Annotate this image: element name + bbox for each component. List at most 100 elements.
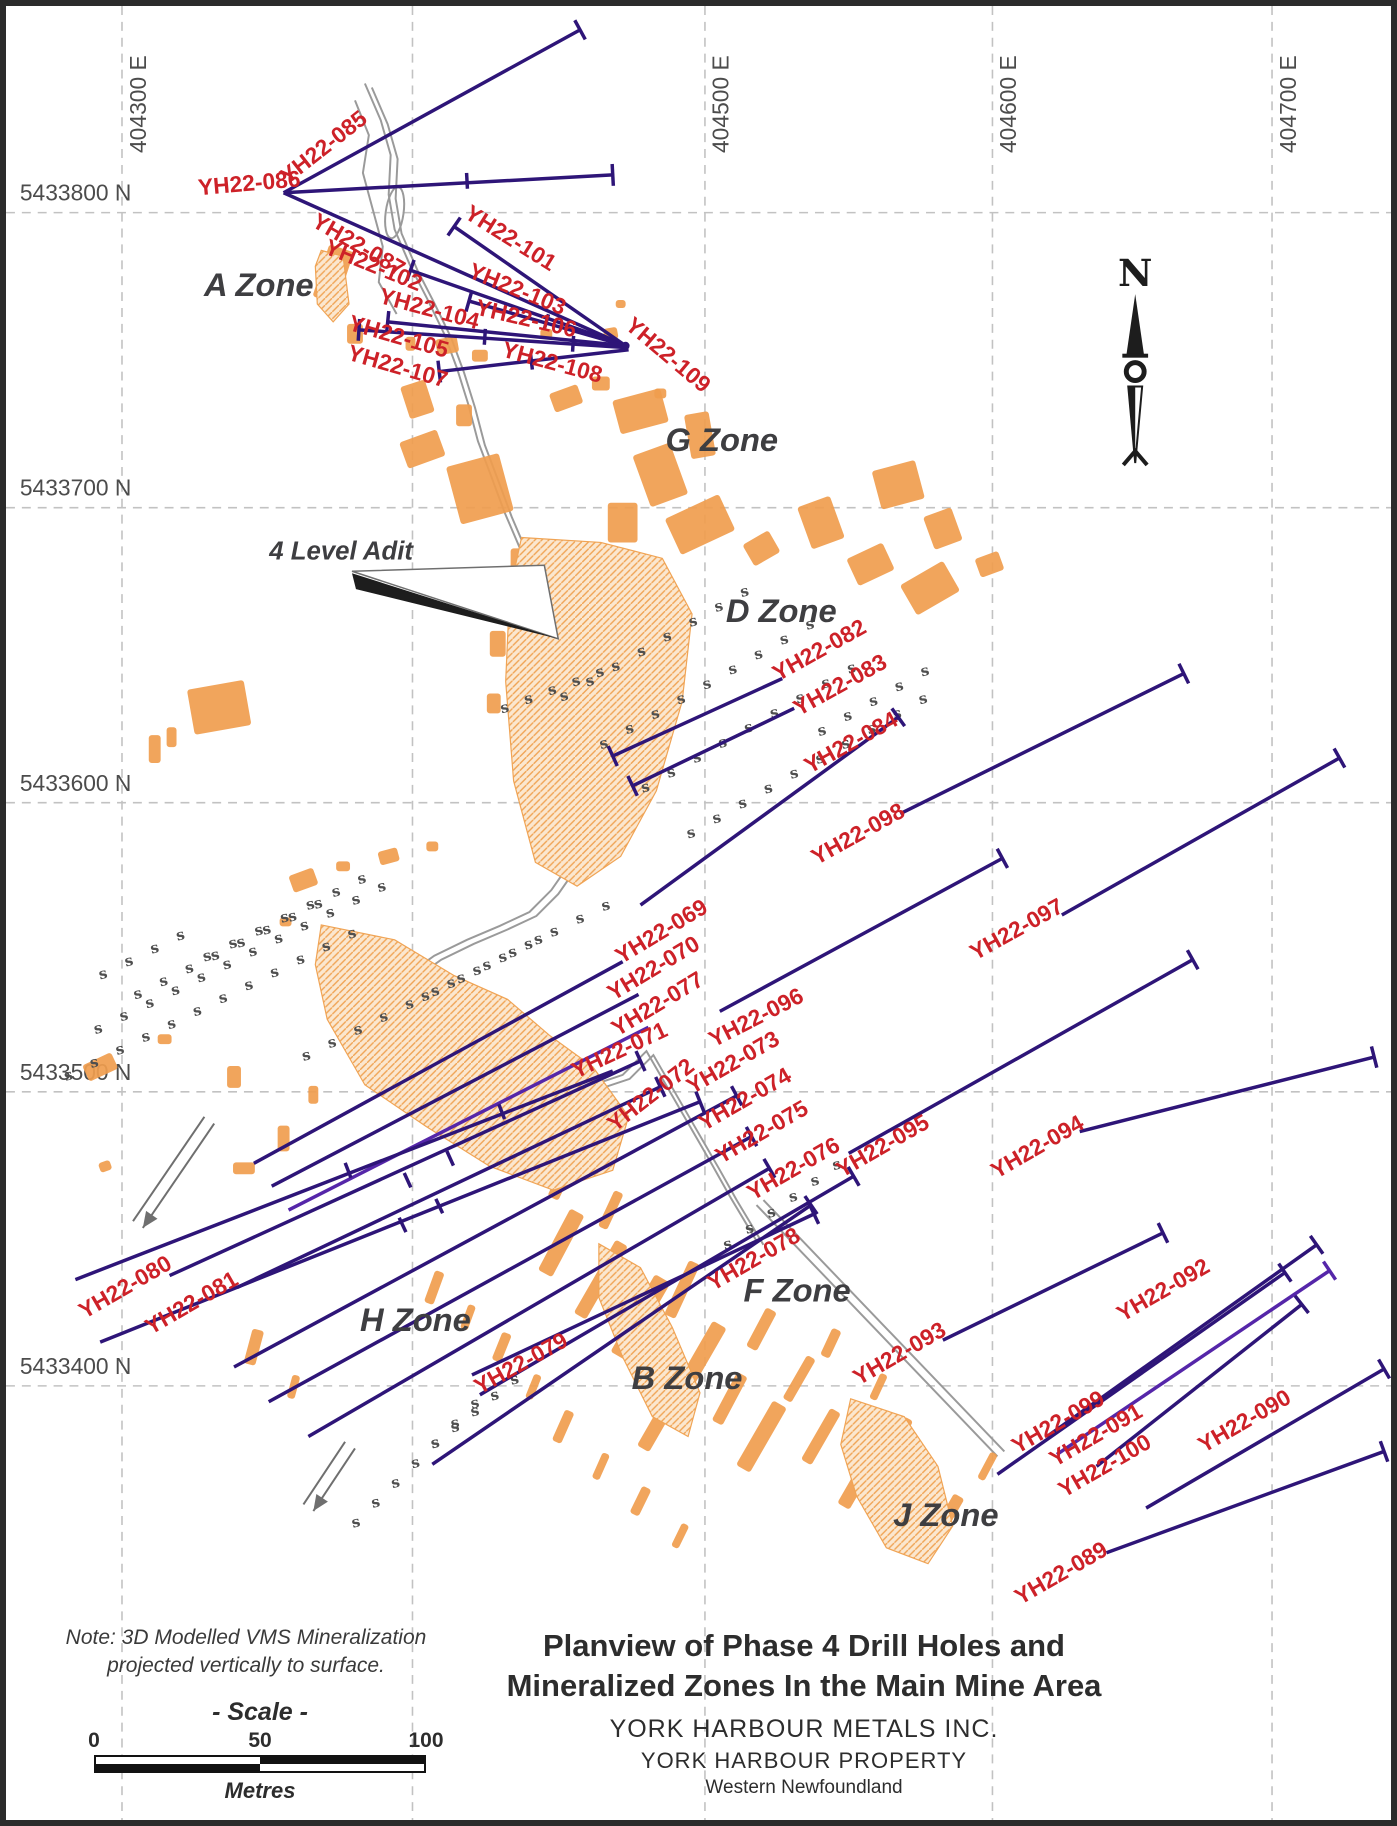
drillhole-end-tick (1369, 1046, 1379, 1069)
drillhole-trace (479, 1174, 855, 1397)
zone-label-layer: A Zone G Zone D Zone H Zone F Zone B Zone J Zo… (203, 266, 999, 1533)
note-line-2: projected vertically to surface. (107, 1653, 385, 1677)
drillhole-end-tick (1332, 747, 1347, 769)
drillhole-end-tick (610, 163, 616, 186)
drillhole-end-tick (446, 216, 462, 237)
flow-arrowhead-icon (313, 1493, 328, 1512)
zone-label-d-zone: D Zone (726, 592, 837, 629)
mineral-blob (83, 1053, 118, 1081)
swamp-icon: s (599, 895, 612, 915)
grid-layer: 404300 E 404500 E 404600 E 404700 E 5433800 … (6, 6, 1391, 1820)
drillhole-end-tick (890, 707, 907, 728)
drillhole-end-tick (1293, 1294, 1310, 1315)
mineral-blob (552, 1410, 574, 1444)
scale-numbers: 0 50 100 (82, 1729, 443, 1755)
swamp-icon: s (867, 691, 880, 711)
drillhole-trace (1105, 1449, 1385, 1555)
swamp-icon: s (349, 889, 362, 909)
swamp-icon: s (532, 929, 545, 949)
a-zone-mineralization (314, 249, 350, 323)
drillhole-end-tick (464, 290, 474, 313)
drillhole-trace (1095, 1303, 1303, 1468)
drillhole-end-tick (573, 19, 587, 41)
mineral-blob (227, 1065, 241, 1088)
swamp-icon: s (349, 1512, 362, 1532)
northing-label: 5433600 N (20, 770, 132, 796)
swamp-icon: s (131, 984, 144, 1004)
swamp-icon: s (918, 661, 931, 681)
northing-label: 5433700 N (20, 475, 132, 501)
swamp-icon: s (157, 971, 170, 991)
swamp-icon: s (165, 1014, 178, 1034)
swamp-icon: s (684, 823, 697, 843)
mineral-blob (633, 443, 688, 507)
b-zone-mineralization (598, 1242, 701, 1438)
drillhole-YH22-105 (356, 318, 629, 352)
swamp-icon: s (122, 951, 135, 971)
mineral-blob (612, 388, 669, 434)
swamp-icon: s (916, 689, 929, 709)
mineral-blob (671, 1523, 689, 1549)
north-needle-lower-fill (1128, 386, 1136, 463)
mineral-blob (279, 917, 292, 927)
map-title-line-1: Planview of Phase 4 Drill Holes and (542, 1628, 1065, 1663)
drillhole-end-tick (343, 1162, 353, 1179)
mineral-blob (435, 336, 459, 356)
scale-tick-0: 0 (88, 1729, 100, 1752)
drillhole-trace (453, 225, 627, 348)
swamp-icon: s (143, 993, 156, 1013)
drillhole-end-tick (436, 360, 443, 383)
drillhole-YH22-074 (267, 1126, 759, 1404)
zone-label-g-zone: G Zone (665, 421, 778, 458)
drillhole-label-YH22-094: YH22-094 (986, 1109, 1088, 1183)
swamp-icon: s (355, 868, 368, 888)
mineral-blob (244, 1328, 264, 1366)
map-title-line-2: Mineralized Zones In the Main Mine Area (506, 1667, 1102, 1703)
drillhole-YH22-090 (1145, 1358, 1391, 1510)
drillhole-YH22-081 (236, 1076, 667, 1290)
mineral-blob (591, 376, 610, 391)
swamp-icon: s (113, 1039, 126, 1059)
drillhole-label-YH22-090: YH22-090 (1193, 1384, 1295, 1458)
mineral-blob (289, 868, 318, 893)
drillhole-YH22-098 (899, 663, 1191, 816)
mineral-blob (592, 1452, 610, 1480)
drillhole-trace (1055, 1269, 1331, 1456)
drillhole-end-tick (1322, 1260, 1338, 1281)
drillhole-trace (168, 1059, 642, 1278)
road-line (755, 1204, 999, 1458)
drillhole-trace (282, 191, 627, 348)
swamp-icon: s (195, 967, 208, 987)
zone-label-b-zone: B Zone (632, 1359, 743, 1396)
drillhole-YH22-070 (270, 992, 640, 1188)
easting-label: 404500 E (708, 55, 734, 153)
swamp-icon: s (841, 706, 854, 726)
mineral-blob (308, 1085, 319, 1104)
drillhole-end-tick (1177, 663, 1191, 685)
drillhole-end-tick (1378, 1440, 1390, 1463)
drillhole-YH22-087 (282, 191, 627, 348)
mineral-blob (797, 496, 845, 549)
mineral-blob (712, 1372, 747, 1425)
drillhole-trace (996, 1271, 1286, 1476)
mineral-blob (869, 1373, 887, 1401)
drillhole-YH22-102 (405, 259, 627, 348)
northing-label: 5433800 N (20, 180, 132, 206)
flow-arrowhead-icon (142, 1210, 158, 1228)
swamp-icon: s (298, 915, 311, 935)
drillhole-YH22-095 (847, 949, 1200, 1155)
drillhole-collar-cluster (621, 341, 630, 350)
mineral-blob (978, 1452, 997, 1481)
drillhole-YH22-091 (1055, 1260, 1338, 1456)
title-block: Planview of Phase 4 Drill Holes and Mine… (459, 1626, 1149, 1799)
drillhole-YH22-092 (1045, 1234, 1325, 1438)
scale-bar-row-bottom (96, 1764, 424, 1771)
mineral-blob (802, 1408, 840, 1465)
drillhole-end-tick (807, 1203, 821, 1225)
drillhole-end-tick (995, 847, 1010, 869)
swamp-icon: s (815, 720, 828, 740)
drillhole-end-tick (729, 1085, 744, 1107)
swamp-icon: s (480, 955, 493, 975)
swamp-icon: s (375, 876, 388, 896)
mineral-blob (233, 1162, 255, 1175)
